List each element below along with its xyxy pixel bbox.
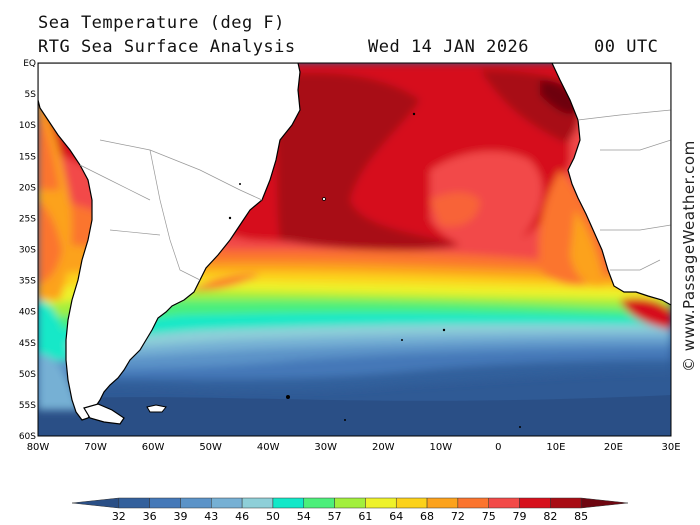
country-borders [79, 109, 671, 281]
falklands-land [146, 404, 167, 413]
colorbar-segment [334, 497, 366, 509]
colorbar-label: 54 [297, 510, 311, 523]
colorbar-label: 85 [574, 510, 588, 523]
lat-label: 35S [19, 277, 36, 287]
colorbar-segment [488, 497, 520, 509]
colorbar-label: 68 [420, 510, 434, 523]
colorbar-segment [519, 497, 551, 509]
colorbar-label: 50 [266, 510, 280, 523]
colorbar-segment [272, 497, 305, 509]
longitude-labels: 80W 70W 60W 50W 40W 30W 20W 10W 0 10E 20E 30E [27, 442, 681, 453]
colorbar-segment [580, 497, 629, 509]
colorbar-label: 43 [204, 510, 218, 523]
colorbar-segment [241, 497, 274, 509]
colorbar-label: 75 [482, 510, 496, 523]
colorbar-label: 72 [451, 510, 465, 523]
colorbar-label: 39 [173, 510, 187, 523]
forecast-date: Wed 14 JAN 2026 [368, 37, 530, 57]
lat-label: 60S [19, 432, 36, 442]
colorbar-segment [395, 497, 428, 509]
lon-label: 10E [546, 442, 565, 453]
latitude-labels: EQ 5S 10S 15S 20S 25S 30S 35S 40S 45S 50S 55S 60S [19, 59, 36, 442]
lon-label: 60W [142, 442, 165, 453]
colorbar-segment [118, 497, 150, 509]
lat-label: 15S [19, 152, 36, 162]
south-america-land [38, 63, 301, 421]
map-subtitle: RTG Sea Surface Analysis [38, 37, 296, 57]
map-frame [37, 62, 672, 437]
lat-label: 55S [19, 401, 36, 411]
lon-label: 0 [495, 442, 501, 453]
colorbar-segment [180, 497, 212, 509]
colorbar-label: 82 [543, 510, 557, 523]
lon-label: 30E [661, 442, 680, 453]
colorbar-segment [303, 497, 335, 509]
colorbar-segment [457, 497, 489, 509]
colorbar-label: 32 [112, 510, 126, 523]
temperature-colorbar: 32 36 39 43 46 50 54 57 61 64 68 72 75 79 82 85 [71, 497, 629, 523]
lon-label: 10W [430, 442, 453, 453]
colorbar-segment [365, 497, 397, 509]
colorbar-label: 36 [143, 510, 157, 523]
colorbar-label: 57 [328, 510, 342, 523]
lat-label: 10S [19, 121, 36, 131]
africa-land [551, 63, 671, 306]
colorbar-segment [211, 497, 243, 509]
lat-label: 20S [19, 183, 36, 193]
lon-label: 70W [84, 442, 107, 453]
colorbar-segment [149, 497, 181, 509]
lat-label: 50S [19, 370, 36, 380]
lat-label: 40S [19, 308, 36, 318]
map-title: Sea Temperature (deg F) [38, 13, 285, 33]
lat-label: EQ [23, 59, 36, 69]
forecast-time: 00 UTC [594, 37, 659, 57]
lon-label: 40W [257, 442, 280, 453]
lon-label: 20W [372, 442, 395, 453]
colorbar-label: 61 [358, 510, 372, 523]
colorbar-label: 79 [513, 510, 527, 523]
colorbar-segment [71, 497, 120, 509]
colorbar-segment [426, 497, 459, 509]
lat-label: 5S [25, 90, 37, 100]
lat-label: 30S [19, 246, 36, 256]
lat-label: 25S [19, 214, 36, 224]
colorbar-segment [550, 497, 582, 509]
tierra-del-fuego-land [83, 403, 125, 425]
watermark: © www.PassageWeather.com [680, 140, 698, 372]
lat-label: 45S [19, 339, 36, 349]
lon-label: 50W [199, 442, 222, 453]
lon-label: 80W [27, 442, 50, 453]
lon-label: 20E [604, 442, 623, 453]
landmasses [38, 63, 671, 428]
colorbar-label: 46 [235, 510, 249, 523]
lon-label: 30W [314, 442, 337, 453]
colorbar-label: 64 [389, 510, 403, 523]
